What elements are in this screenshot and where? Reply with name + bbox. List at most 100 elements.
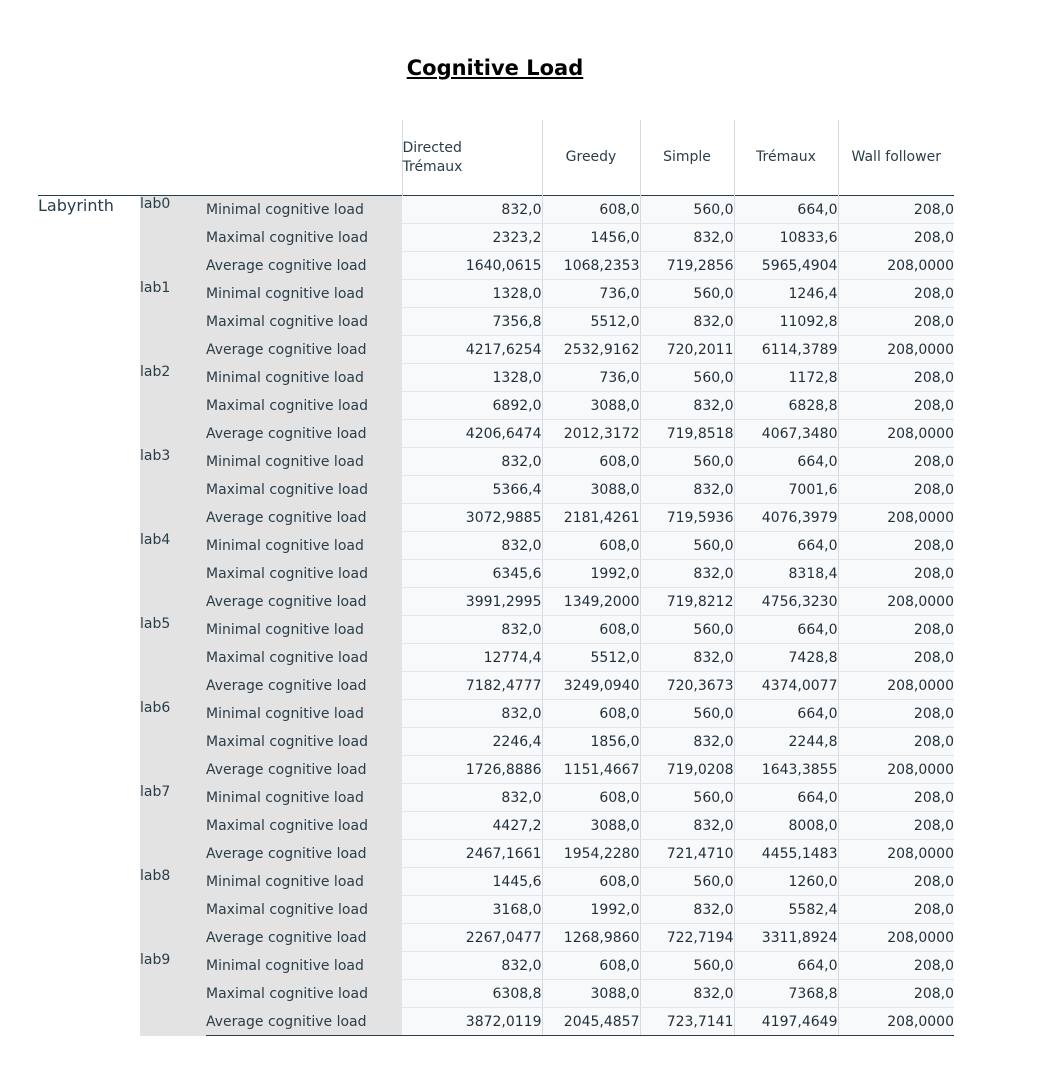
value-cell: 664,0 — [733, 195, 838, 224]
value-cell: 560,0 — [639, 867, 734, 896]
measure-label: Average cognitive load — [206, 335, 402, 364]
table-row: Average cognitive load 3072,9885 2181,4261… — [38, 503, 954, 532]
table-row: Maximal cognitive load 12774,4 5512,0 832,0… — [38, 643, 954, 672]
table-row: Average cognitive load 4206,6474 2012,3172… — [38, 419, 954, 448]
value-cell: 6892,0 — [402, 391, 542, 420]
value-cell: 608,0 — [541, 447, 640, 476]
measure-label: Minimal cognitive load — [206, 783, 402, 812]
value-cell: 2012,3172 — [541, 419, 640, 448]
labyrinth-label: lab8 — [140, 867, 206, 952]
table-row: Maximal cognitive load 6308,8 3088,0 832,0 7… — [38, 979, 954, 1008]
value-cell: 560,0 — [639, 279, 734, 308]
value-cell: 208,0 — [837, 699, 954, 728]
value-cell: 1856,0 — [541, 727, 640, 756]
value-cell: 832,0 — [639, 643, 734, 672]
value-cell: 5965,4904 — [733, 251, 838, 280]
value-cell: 6114,3789 — [733, 335, 838, 364]
value-cell: 608,0 — [541, 867, 640, 896]
labyrinth-label: lab9 — [140, 951, 206, 1036]
measure-label: Average cognitive load — [206, 755, 402, 784]
value-cell: 1260,0 — [733, 867, 838, 896]
value-cell: 832,0 — [402, 615, 542, 644]
table-row: lab1 Minimal cognitive load 1328,0 736,0 560… — [38, 279, 954, 364]
value-cell: 832,0 — [639, 979, 734, 1008]
measure-label: Average cognitive load — [206, 1007, 402, 1036]
value-cell: 208,0000 — [837, 587, 954, 616]
value-cell: 208,0000 — [837, 335, 954, 364]
value-cell: 4067,3480 — [733, 419, 838, 448]
value-cell: 832,0 — [402, 195, 542, 224]
table-row: Maximal cognitive load 7356,8 5512,0 832,0 1… — [38, 307, 954, 336]
value-cell: 208,0 — [837, 867, 954, 896]
labyrinth-label: lab7 — [140, 783, 206, 868]
value-cell: 208,0 — [837, 195, 954, 224]
value-cell: 7428,8 — [733, 643, 838, 672]
value-cell: 3872,0119 — [402, 1007, 542, 1036]
measure-label: Average cognitive load — [206, 503, 402, 532]
value-cell: 208,0 — [837, 531, 954, 560]
value-cell: 736,0 — [541, 363, 640, 392]
value-cell: 1726,8886 — [402, 755, 542, 784]
value-cell: 832,0 — [402, 531, 542, 560]
measure-label: Average cognitive load — [206, 671, 402, 700]
value-cell: 608,0 — [541, 699, 640, 728]
column-header-wall-follower: Wall follower — [837, 120, 954, 196]
value-cell: 664,0 — [733, 951, 838, 980]
value-cell: 11092,8 — [733, 307, 838, 336]
value-cell: 832,0 — [639, 223, 734, 252]
column-header-directed-tremaux: Directed Trémaux — [401, 120, 542, 196]
value-cell: 208,0 — [837, 951, 954, 980]
value-cell: 208,0 — [837, 363, 954, 392]
measure-label: Minimal cognitive load — [206, 363, 402, 392]
value-cell: 720,2011 — [639, 335, 734, 364]
value-cell: 560,0 — [639, 783, 734, 812]
column-header-row: Directed Trémaux Greedy Simple Trémaux Wa… — [38, 120, 954, 196]
measure-label: Average cognitive load — [206, 587, 402, 616]
header-blank-cell — [206, 120, 402, 196]
table-row: Maximal cognitive load 6892,0 3088,0 832,0 6… — [38, 391, 954, 420]
value-cell: 560,0 — [639, 363, 734, 392]
value-cell: 208,0 — [837, 727, 954, 756]
value-cell: 7182,4777 — [402, 671, 542, 700]
value-cell: 7356,8 — [402, 307, 542, 336]
value-cell: 608,0 — [541, 531, 640, 560]
value-cell: 719,8518 — [639, 419, 734, 448]
value-cell: 719,8212 — [639, 587, 734, 616]
measure-label: Maximal cognitive load — [206, 475, 402, 504]
value-cell: 2244,8 — [733, 727, 838, 756]
value-cell: 4206,6474 — [402, 419, 542, 448]
value-cell: 832,0 — [639, 475, 734, 504]
header-blank-cell — [38, 120, 140, 196]
value-cell: 4427,2 — [402, 811, 542, 840]
value-cell: 8008,0 — [733, 811, 838, 840]
value-cell: 664,0 — [733, 699, 838, 728]
measure-label: Maximal cognitive load — [206, 559, 402, 588]
value-cell: 7368,8 — [733, 979, 838, 1008]
value-cell: 608,0 — [541, 783, 640, 812]
value-cell: 832,0 — [639, 391, 734, 420]
value-cell: 832,0 — [639, 811, 734, 840]
table-row: lab4 Minimal cognitive load 832,0 608,0 560,… — [38, 531, 954, 616]
value-cell: 832,0 — [402, 699, 542, 728]
value-cell: 720,3673 — [639, 671, 734, 700]
labyrinth-label: lab3 — [140, 447, 206, 532]
value-cell: 208,0 — [837, 223, 954, 252]
measure-label: Maximal cognitive load — [206, 391, 402, 420]
value-cell: 664,0 — [733, 615, 838, 644]
labyrinth-label: lab0 — [140, 195, 206, 280]
value-cell: 3249,0940 — [541, 671, 640, 700]
table-row: Maximal cognitive load 6345,6 1992,0 832,0 8… — [38, 559, 954, 588]
value-cell: 560,0 — [639, 951, 734, 980]
measure-label: Minimal cognitive load — [206, 699, 402, 728]
value-cell: 719,0208 — [639, 755, 734, 784]
value-cell: 560,0 — [639, 531, 734, 560]
value-cell: 208,0 — [837, 391, 954, 420]
value-cell: 1068,2353 — [541, 251, 640, 280]
value-cell: 560,0 — [639, 195, 734, 224]
measure-label: Minimal cognitive load — [206, 279, 402, 308]
value-cell: 3088,0 — [541, 811, 640, 840]
value-cell: 208,0 — [837, 811, 954, 840]
value-cell: 2045,4857 — [541, 1007, 640, 1036]
value-cell: 3072,9885 — [402, 503, 542, 532]
value-cell: 1172,8 — [733, 363, 838, 392]
